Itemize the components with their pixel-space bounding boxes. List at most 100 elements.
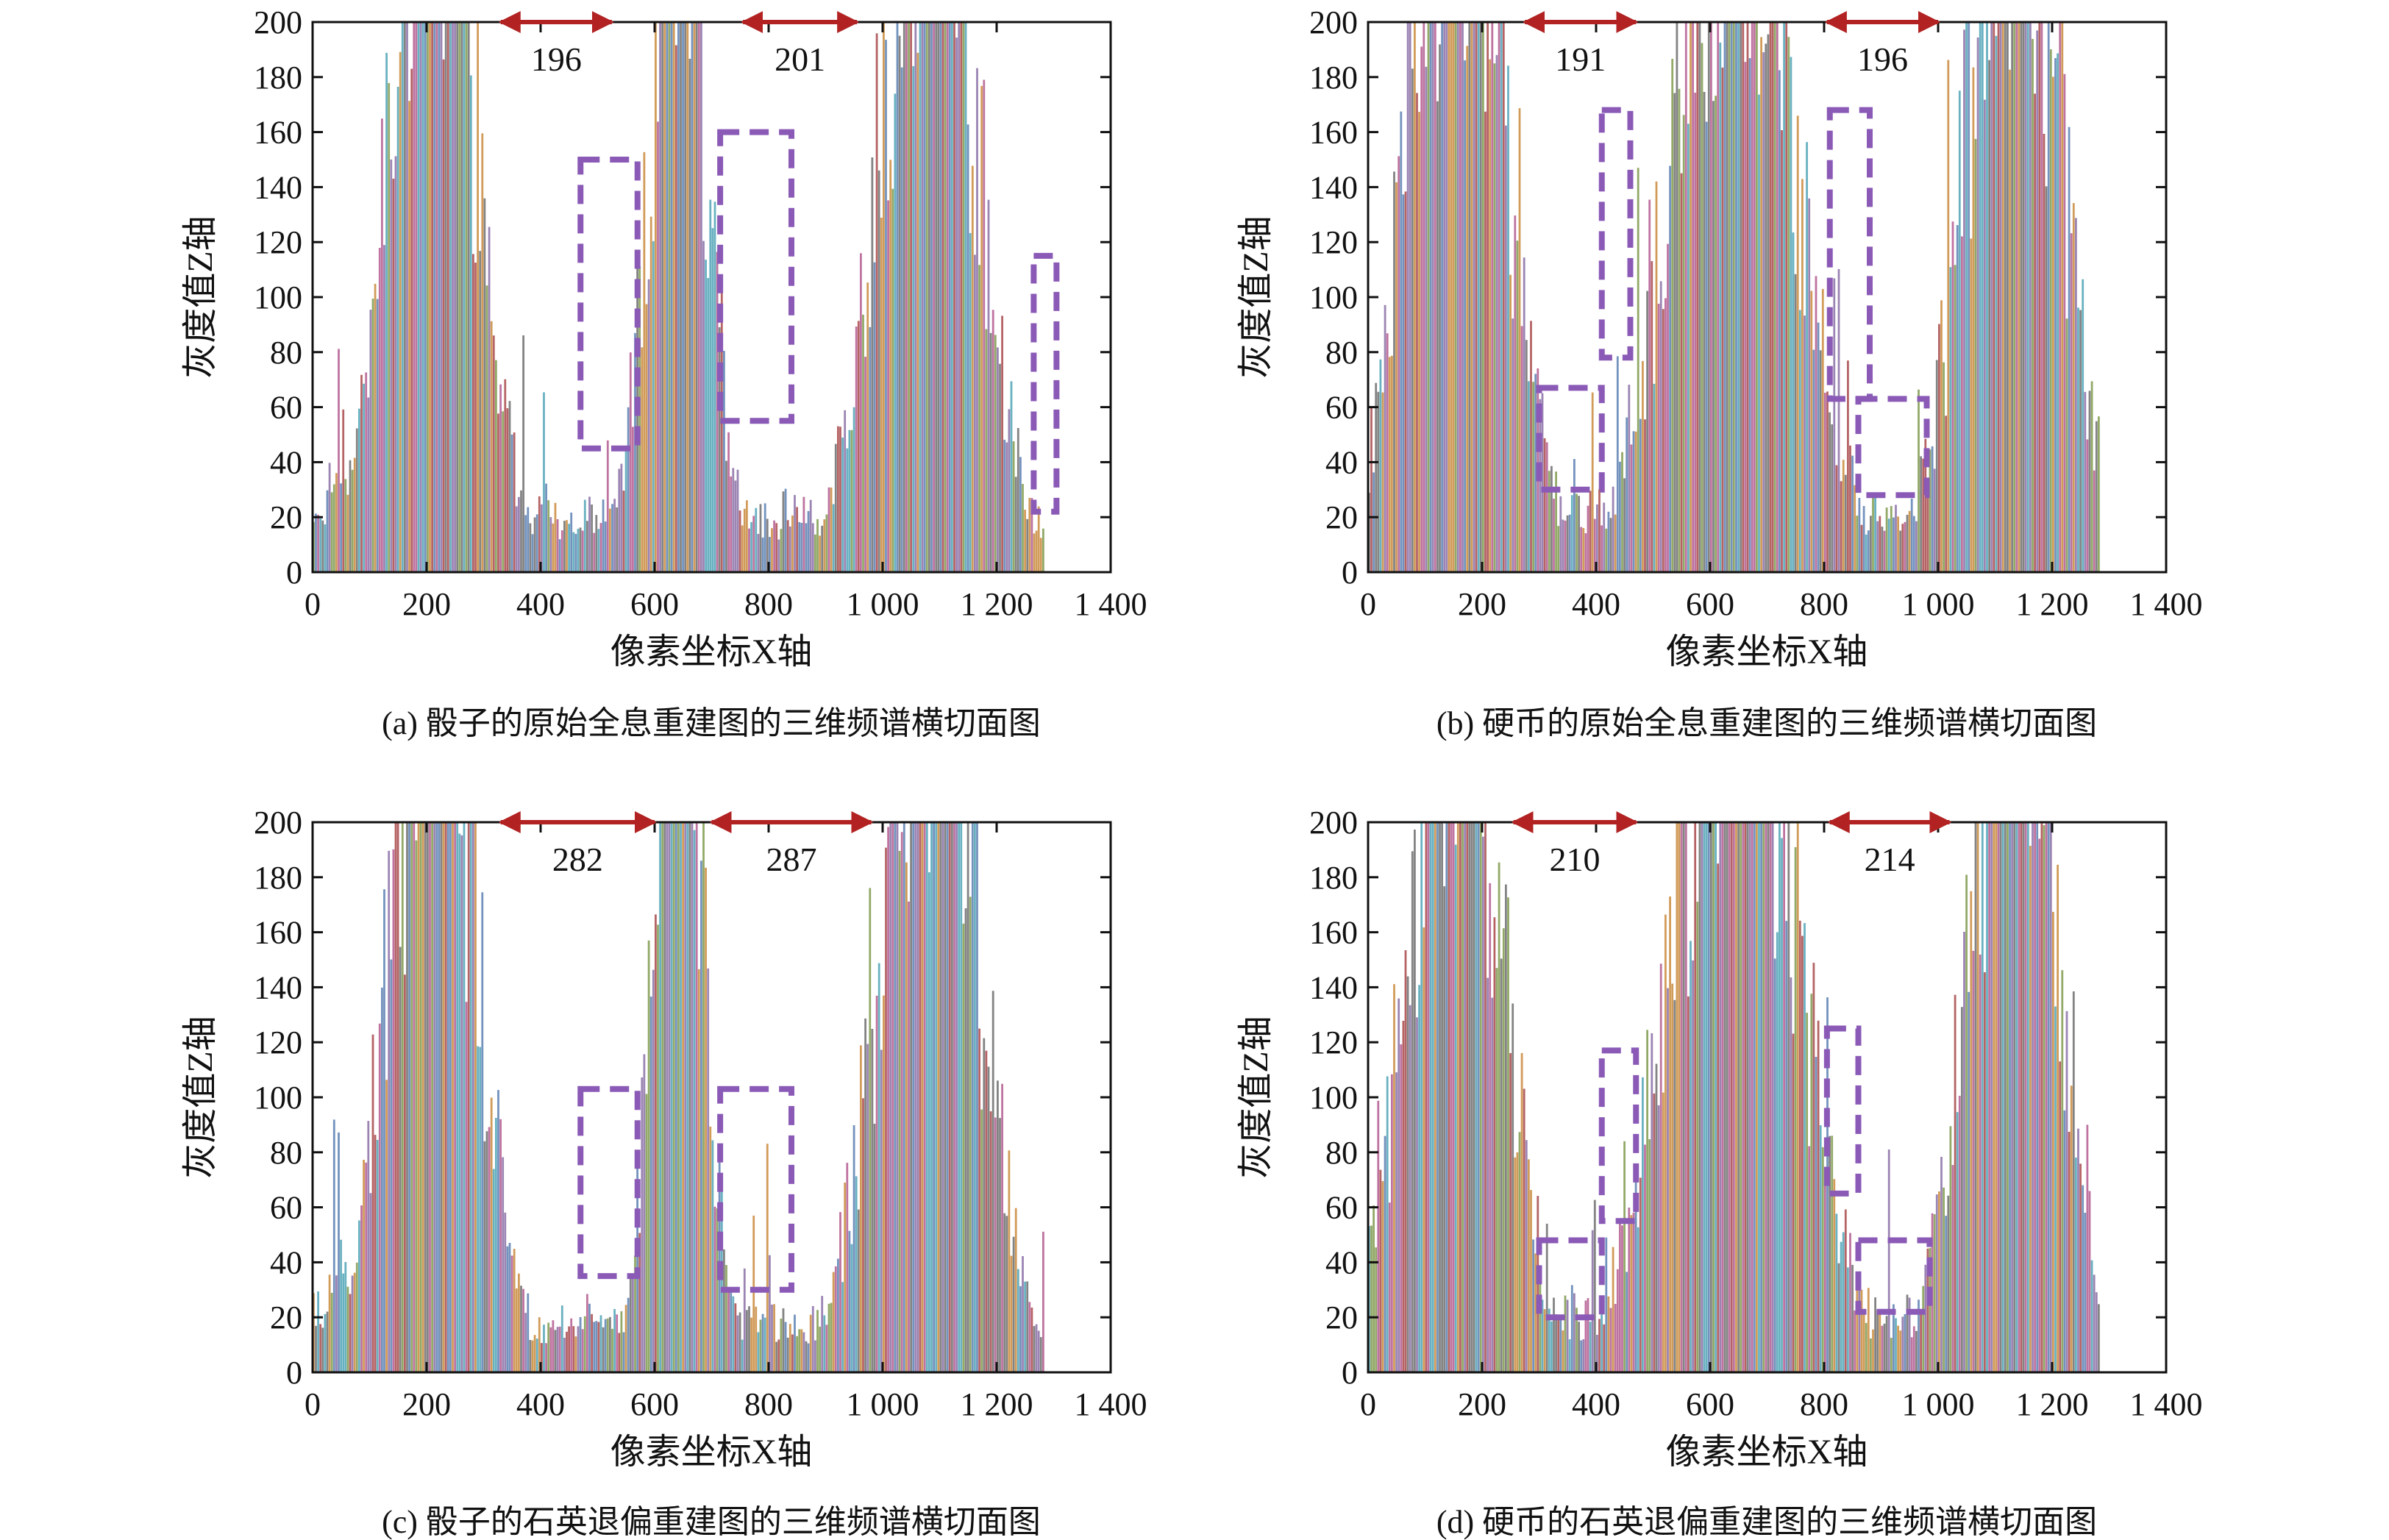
panel-a-bar: [827, 487, 830, 572]
panel-c-bar: [335, 1275, 338, 1372]
panel-c-bar: [421, 822, 424, 1372]
panel-d-bar: [1393, 984, 1395, 1372]
panel-a-bar: [634, 332, 636, 572]
panel-b-bar: [1715, 96, 1717, 572]
panel-d-bar: [2007, 822, 2009, 1372]
panel-a-bar: [342, 409, 345, 572]
panel-b-bar: [1564, 520, 1567, 572]
panel-c-bar: [446, 822, 449, 1372]
panel-a-bar: [832, 504, 835, 572]
panel-b-bar: [1947, 60, 1950, 572]
panel-d-bar: [1684, 822, 1687, 1372]
panel-b-bar: [1550, 466, 1553, 572]
panel-b-bar: [1680, 173, 1683, 572]
panel-c-bar: [353, 1272, 356, 1372]
panel-b-bar: [1673, 93, 1676, 572]
panel-d-bar: [1970, 891, 1973, 1372]
panel-a-bar: [415, 22, 418, 572]
panel-a-bar: [499, 384, 502, 572]
panel-a-bar: [983, 79, 986, 572]
panel-a-bar: [566, 520, 568, 572]
panel-d-bar: [1746, 822, 1749, 1372]
panel-c-bar: [891, 822, 894, 1372]
panel-d-bar: [1593, 1199, 1596, 1372]
panel-b-ytick-label: 160: [1309, 115, 1358, 151]
panel-d-xtick-label: 1 200: [2016, 1386, 2089, 1422]
panel-a-bar: [374, 283, 377, 572]
panel-d-bar: [2040, 822, 2043, 1372]
panel-d-bar: [1715, 822, 1717, 1372]
panel-d-bar: [1450, 822, 1453, 1372]
panel-a-bar: [885, 40, 887, 572]
panel-c-bar: [894, 822, 897, 1372]
panel-a-bar: [419, 22, 422, 572]
panel-d-bar: [1687, 996, 1690, 1372]
panel-c-bar: [376, 1139, 379, 1372]
panel-d-bar: [1929, 1247, 1932, 1372]
panel-a-bar: [780, 529, 783, 572]
panel-c-bar: [442, 822, 445, 1372]
panel-b-bar: [1500, 22, 1503, 572]
panel-b-bar: [2093, 470, 2096, 572]
panel-a-xtick-label: 1 000: [847, 586, 919, 622]
panel-b-bar: [1847, 360, 1849, 572]
panel-d-bar: [1692, 960, 1694, 1372]
panel-a-bar: [788, 526, 791, 572]
panel-d-bar: [1796, 822, 1799, 1372]
panel-c-bar: [622, 1332, 625, 1372]
panel-c-bar: [568, 1326, 570, 1372]
panel-a-bar: [502, 411, 505, 572]
panel-c-bar: [966, 822, 969, 1372]
panel-c-bar: [618, 1333, 621, 1372]
panel-c-bar: [1028, 1302, 1031, 1372]
panel-b-bar: [1684, 22, 1687, 572]
panel-c-bar: [1008, 1150, 1011, 1372]
panel-c-xtick-label: 800: [744, 1386, 793, 1422]
panel-b-bar: [2043, 134, 2046, 572]
panel-a-bar: [381, 118, 383, 572]
panel-d-bar: [1949, 1126, 1952, 1372]
panel-b-bar: [1858, 498, 1861, 572]
panel-a-bar: [1028, 497, 1031, 572]
panel-c-bar: [465, 1002, 468, 1372]
panel-b-bar: [1801, 179, 1804, 572]
panel-a-bar: [839, 427, 841, 572]
panel-c-bar: [802, 1332, 805, 1372]
panel-b-bar: [1505, 125, 1507, 572]
panel-d-bar: [1662, 1092, 1665, 1372]
panel-b-xtick-label: 1 400: [2130, 586, 2203, 622]
panel-b-bar: [1753, 22, 1756, 572]
panel-b-ytick-label: 120: [1309, 224, 1358, 260]
panel-c-bar: [786, 1337, 789, 1372]
panel-a-bar: [446, 22, 449, 572]
panel-b-bar: [1409, 22, 1411, 572]
panel-d-bar: [1612, 1247, 1614, 1372]
panel-c-bar: [495, 1118, 497, 1372]
panel-b-bar: [2009, 69, 2011, 572]
panel-a-yticks: 0 20 40 60 80 100 120 140 160 180 200: [254, 4, 1111, 591]
panel-c-bar: [358, 1220, 360, 1372]
panel-d-bar: [2026, 822, 2029, 1372]
panel-a-bar: [497, 413, 499, 572]
panel-b-bar: [1979, 22, 1982, 572]
panel-c-bar: [545, 1343, 547, 1372]
panel-c-bar: [862, 1098, 864, 1372]
panel-b-bar: [1621, 452, 1623, 572]
panel-c-bar: [709, 1126, 712, 1372]
panel-b-bar: [1792, 232, 1795, 572]
panel-a-xtick-label: 800: [744, 586, 793, 622]
panel-b-bar: [1468, 22, 1471, 572]
panel-b-highlight-box: [1536, 385, 1605, 493]
panel-c-ytick-label: 160: [254, 915, 302, 951]
panel-d-bar: [1375, 1247, 1378, 1372]
panel-a-xlabel: 像素坐标X轴: [610, 632, 813, 671]
panel-d-bar: [1505, 884, 1507, 1372]
panel-c-bar: [782, 1308, 785, 1372]
panel-c-bar: [629, 1274, 632, 1372]
panel-c-bar: [321, 1327, 324, 1372]
panel-b-measure-bg: [1532, 35, 1629, 81]
panel-a-boxes: [577, 129, 1060, 515]
panel-d-bar: [1779, 822, 1781, 1372]
panel-a-bar: [964, 22, 967, 572]
panel-c-bar: [554, 1330, 557, 1372]
